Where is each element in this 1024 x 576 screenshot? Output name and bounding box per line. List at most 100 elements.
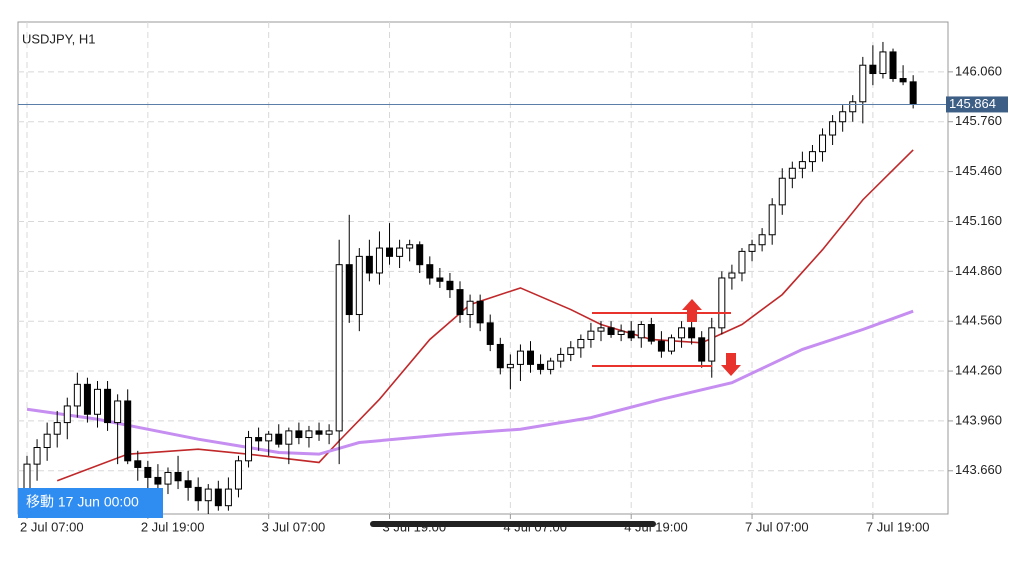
y-tick-label: 144.560 — [955, 313, 1002, 328]
candle-body — [597, 327, 605, 332]
candle-body — [667, 337, 675, 352]
candle-body — [849, 101, 857, 113]
moving-average — [26, 309, 914, 456]
candle-body — [899, 78, 907, 83]
candle-body — [567, 347, 575, 355]
candle-body — [53, 422, 61, 435]
current-price-box — [946, 96, 1008, 113]
x-tick-label: 7 Jul 07:00 — [745, 519, 809, 534]
candle-body — [808, 151, 816, 163]
candle-body — [547, 360, 555, 370]
candle-body — [557, 353, 565, 362]
candle-body — [194, 486, 202, 502]
y-tick-label: 145.460 — [955, 163, 1002, 178]
candle-body — [698, 337, 706, 362]
candle-body — [688, 327, 696, 339]
y-tick-label: 143.660 — [955, 462, 1002, 477]
candle-body — [829, 121, 837, 136]
candle-body — [154, 476, 162, 485]
scroll-label: 移動 17 Jun 00:00 — [26, 494, 139, 510]
candle-body — [63, 405, 71, 424]
candle-body — [406, 244, 414, 249]
candle-body — [164, 471, 172, 485]
candle-body — [265, 433, 273, 442]
candle-body — [839, 111, 847, 123]
candle-body — [778, 177, 786, 206]
candle-body — [516, 350, 524, 365]
candle-body — [134, 460, 142, 468]
candle-body — [456, 289, 464, 316]
candle-body — [436, 277, 444, 282]
candle-body — [73, 383, 81, 407]
candle-body — [355, 255, 363, 316]
x-tick-label: 7 Jul 19:00 — [866, 519, 930, 534]
candle-body — [788, 167, 796, 179]
y-tick-label: 146.060 — [955, 63, 1002, 78]
candle-body — [446, 280, 454, 291]
candle-body — [466, 300, 474, 316]
candle-body — [426, 264, 434, 279]
annotations — [592, 299, 741, 376]
candle-body — [365, 255, 373, 274]
plot-frame — [17, 21, 949, 515]
candle-body — [657, 340, 665, 352]
candle-body — [305, 430, 313, 439]
candle-body — [214, 488, 222, 507]
candle-body — [204, 488, 212, 502]
candle-body — [506, 363, 514, 369]
candle-body — [627, 330, 635, 339]
candle-body — [607, 327, 615, 335]
x-tick-label: 3 Jul 07:00 — [262, 519, 326, 534]
candle-body — [718, 277, 726, 329]
candle-body — [234, 460, 242, 490]
candle-body — [879, 51, 887, 75]
candle-body — [637, 324, 645, 339]
candle-body — [798, 161, 806, 169]
candle-body — [859, 64, 867, 103]
candle-body — [577, 338, 585, 349]
candle-body — [144, 466, 152, 478]
candle-body — [587, 330, 595, 340]
candle-body — [889, 51, 897, 80]
scrollbar[interactable] — [370, 521, 656, 527]
candle-body — [416, 244, 424, 266]
candle-body — [33, 447, 41, 465]
candle-body — [396, 247, 404, 257]
candle-body — [255, 437, 263, 442]
candle-body — [275, 433, 283, 445]
candle-body — [486, 322, 494, 345]
candle-body — [285, 430, 293, 445]
candle-body — [768, 204, 776, 236]
candle-body — [335, 264, 343, 432]
candle-body — [124, 400, 132, 462]
up-arrow — [682, 299, 702, 322]
candle-body — [295, 430, 303, 439]
candle-body — [375, 247, 383, 274]
candle-body — [527, 350, 534, 365]
candle-body — [869, 64, 877, 75]
x-tick-label: 2 Jul 07:00 — [20, 519, 84, 534]
y-tick-label: 144.860 — [955, 263, 1002, 278]
candle-body — [23, 463, 31, 490]
candle-body — [678, 327, 686, 339]
candle-body — [738, 250, 746, 274]
candle-body — [708, 327, 716, 362]
plot: 143.660 143.960 144.260 144.560 144.860 145.1… — [18, 22, 1002, 534]
candle-body — [325, 430, 333, 435]
candle-body — [386, 247, 394, 257]
candle-body — [758, 234, 766, 246]
y-tick-label: 143.960 — [955, 412, 1002, 427]
x-tick-label: 2 Jul 19:00 — [141, 519, 205, 534]
candle-body — [83, 383, 91, 415]
candle-body — [114, 400, 122, 424]
candle-body — [537, 363, 545, 370]
candle-body — [728, 272, 736, 279]
y-tick-label: 145.160 — [955, 213, 1002, 228]
candle-body — [496, 343, 504, 369]
candle-body — [819, 134, 827, 153]
current-price-label: 145.864 — [949, 96, 996, 111]
y-tick-label: 145.760 — [955, 113, 1002, 128]
candle-body — [345, 264, 353, 316]
candle-body — [104, 388, 112, 424]
